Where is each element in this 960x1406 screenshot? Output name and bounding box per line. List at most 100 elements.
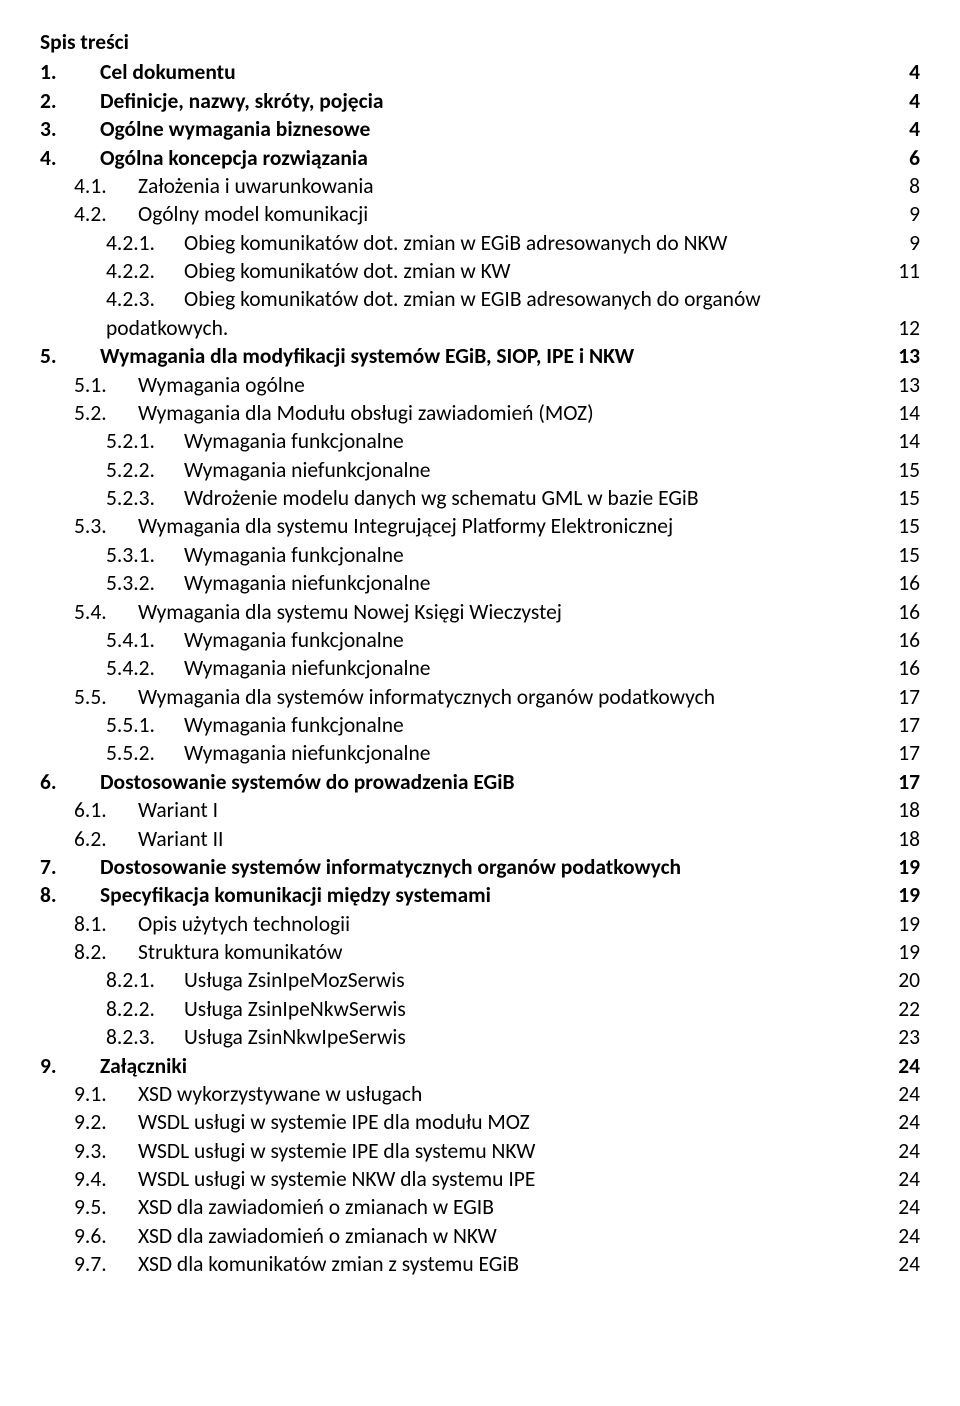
toc-label: XSD dla komunikatów zmian z systemu EGiB bbox=[138, 1250, 519, 1278]
toc-number: 5.1. bbox=[74, 371, 138, 399]
toc-number: 6.2. bbox=[74, 825, 138, 853]
toc-label: Specyfikacja komunikacji między systemam… bbox=[100, 881, 491, 909]
toc-page-number: 17 bbox=[894, 711, 920, 739]
toc-page-number: 16 bbox=[894, 598, 920, 626]
toc-page-number: 17 bbox=[894, 739, 920, 767]
toc-number: 4.2.2. bbox=[106, 257, 184, 285]
toc-entry: 8.2.1.Usługa ZsinIpeMozSerwis20 bbox=[40, 966, 920, 994]
toc-number: 9.7. bbox=[74, 1250, 138, 1278]
toc-number: 5.5.1. bbox=[106, 711, 184, 739]
toc-number: 8.2.2. bbox=[106, 995, 184, 1023]
toc-number: 5.2.1. bbox=[106, 427, 184, 455]
toc-entry: 3.Ogólne wymagania biznesowe4 bbox=[40, 115, 920, 143]
toc-label: Załączniki bbox=[100, 1052, 187, 1080]
toc-entry: 2.Definicje, nazwy, skróty, pojęcia4 bbox=[40, 87, 920, 115]
toc-number: 5. bbox=[40, 342, 100, 370]
toc-page-number: 24 bbox=[894, 1250, 920, 1278]
toc-label: Obieg komunikatów dot. zmian w EGIB adre… bbox=[184, 285, 920, 313]
toc-number: 9.1. bbox=[74, 1080, 138, 1108]
toc-entry: 8.2.Struktura komunikatów19 bbox=[40, 938, 920, 966]
toc-label: Wymagania dla Modułu obsługi zawiadomień… bbox=[138, 399, 594, 427]
toc-label: Wymagania funkcjonalne bbox=[184, 427, 404, 455]
toc-entry: 9.2.WSDL usługi w systemie IPE dla moduł… bbox=[40, 1108, 920, 1136]
toc-label: Ogólny model komunikacji bbox=[138, 200, 368, 228]
toc-entry: 5.5.1.Wymagania funkcjonalne17 bbox=[40, 711, 920, 739]
toc-entry: 4.Ogólna koncepcja rozwiązania6 bbox=[40, 144, 920, 172]
toc-number: 3. bbox=[40, 115, 100, 143]
toc-entry: 9.3.WSDL usługi w systemie IPE dla syste… bbox=[40, 1137, 920, 1165]
toc-label: Opis użytych technologii bbox=[138, 910, 350, 938]
toc-page-number: 16 bbox=[894, 654, 920, 682]
toc-number: 9.6. bbox=[74, 1222, 138, 1250]
toc-page-number: 15 bbox=[894, 484, 920, 512]
toc-entry: 8.2.3.Usługa ZsinNkwIpeSerwis23 bbox=[40, 1023, 920, 1051]
toc-label: WSDL usługi w systemie IPE dla modułu MO… bbox=[138, 1108, 530, 1136]
toc-label: WSDL usługi w systemie IPE dla systemu N… bbox=[138, 1137, 535, 1165]
toc-page-number: 4 bbox=[894, 87, 920, 115]
toc-label: Wymagania dla modyfikacji systemów EGiB,… bbox=[100, 342, 634, 370]
toc-number: 7. bbox=[40, 853, 100, 881]
toc-number: 4.2.3. bbox=[106, 285, 184, 313]
toc-page-number: 24 bbox=[894, 1052, 920, 1080]
toc-label: Usługa ZsinIpeNkwSerwis bbox=[184, 995, 406, 1023]
toc-number: 5.4. bbox=[74, 598, 138, 626]
toc-number: 4.2. bbox=[74, 200, 138, 228]
toc-page-number: 14 bbox=[894, 399, 920, 427]
toc-number: 9. bbox=[40, 1052, 100, 1080]
toc-page-number: 9 bbox=[894, 200, 920, 228]
toc-entry: 5.5.2.Wymagania niefunkcjonalne17 bbox=[40, 739, 920, 767]
toc-entry: 6.Dostosowanie systemów do prowadzenia E… bbox=[40, 768, 920, 796]
toc-label: Ogólna koncepcja rozwiązania bbox=[100, 144, 368, 172]
toc-entry: 4.2.1.Obieg komunikatów dot. zmian w EGi… bbox=[40, 229, 920, 257]
toc-entry: 9.1.XSD wykorzystywane w usługach24 bbox=[40, 1080, 920, 1108]
toc-number: 5.5. bbox=[74, 683, 138, 711]
toc-number: 9.5. bbox=[74, 1193, 138, 1221]
toc-entry: 5.3.Wymagania dla systemu Integrującej P… bbox=[40, 512, 920, 540]
toc-container: 1.Cel dokumentu42.Definicje, nazwy, skró… bbox=[40, 58, 920, 1278]
toc-label: XSD dla zawiadomień o zmianach w EGIB bbox=[138, 1193, 494, 1221]
toc-entry: 6.2.Wariant II18 bbox=[40, 825, 920, 853]
toc-number: 5.5.2. bbox=[106, 739, 184, 767]
toc-entry: 4.2.3.Obieg komunikatów dot. zmian w EGI… bbox=[40, 285, 920, 342]
toc-entry: 5.2.3.Wdrożenie modelu danych wg schemat… bbox=[40, 484, 920, 512]
toc-entry: 4.1.Założenia i uwarunkowania8 bbox=[40, 172, 920, 200]
toc-title: Spis treści bbox=[40, 28, 920, 56]
toc-label: WSDL usługi w systemie NKW dla systemu I… bbox=[138, 1165, 535, 1193]
toc-label: Wariant II bbox=[138, 825, 223, 853]
toc-label: Wymagania funkcjonalne bbox=[184, 541, 404, 569]
toc-page-number: 13 bbox=[894, 342, 920, 370]
toc-entry: 9.6.XSD dla zawiadomień o zmianach w NKW… bbox=[40, 1222, 920, 1250]
toc-number: 5.3.2. bbox=[106, 569, 184, 597]
toc-number: 5.2. bbox=[74, 399, 138, 427]
toc-label: Wdrożenie modelu danych wg schematu GML … bbox=[184, 484, 699, 512]
toc-label: podatkowych. bbox=[106, 314, 228, 342]
toc-number: 8.2.1. bbox=[106, 966, 184, 994]
toc-entry: 4.2.2.Obieg komunikatów dot. zmian w KW1… bbox=[40, 257, 920, 285]
toc-page-number: 24 bbox=[894, 1137, 920, 1165]
toc-page-number: 6 bbox=[894, 144, 920, 172]
toc-page-number: 4 bbox=[894, 115, 920, 143]
toc-label: XSD dla zawiadomień o zmianach w NKW bbox=[138, 1222, 497, 1250]
toc-entry: 5.4.Wymagania dla systemu Nowej Księgi W… bbox=[40, 598, 920, 626]
toc-entry: 1.Cel dokumentu4 bbox=[40, 58, 920, 86]
toc-number: 9.3. bbox=[74, 1137, 138, 1165]
toc-entry: 5.2.2.Wymagania niefunkcjonalne15 bbox=[40, 456, 920, 484]
toc-label: Wymagania niefunkcjonalne bbox=[184, 654, 430, 682]
toc-page-number: 19 bbox=[894, 853, 920, 881]
toc-page-number: 11 bbox=[894, 257, 920, 285]
toc-page-number: 24 bbox=[894, 1222, 920, 1250]
toc-entry: 9.5.XSD dla zawiadomień o zmianach w EGI… bbox=[40, 1193, 920, 1221]
toc-label: Dostosowanie systemów do prowadzenia EGi… bbox=[100, 768, 515, 796]
toc-entry: 9.4.WSDL usługi w systemie NKW dla syste… bbox=[40, 1165, 920, 1193]
toc-page-number: 17 bbox=[894, 683, 920, 711]
toc-page-number: 15 bbox=[894, 512, 920, 540]
toc-label: Definicje, nazwy, skróty, pojęcia bbox=[100, 87, 384, 115]
toc-number: 5.3. bbox=[74, 512, 138, 540]
toc-page-number: 13 bbox=[894, 371, 920, 399]
toc-label: Cel dokumentu bbox=[100, 58, 236, 86]
toc-page-number: 17 bbox=[894, 768, 920, 796]
toc-page-number: 19 bbox=[894, 938, 920, 966]
toc-label: Usługa ZsinNkwIpeSerwis bbox=[184, 1023, 406, 1051]
toc-page-number: 4 bbox=[894, 58, 920, 86]
toc-number: 5.2.3. bbox=[106, 484, 184, 512]
